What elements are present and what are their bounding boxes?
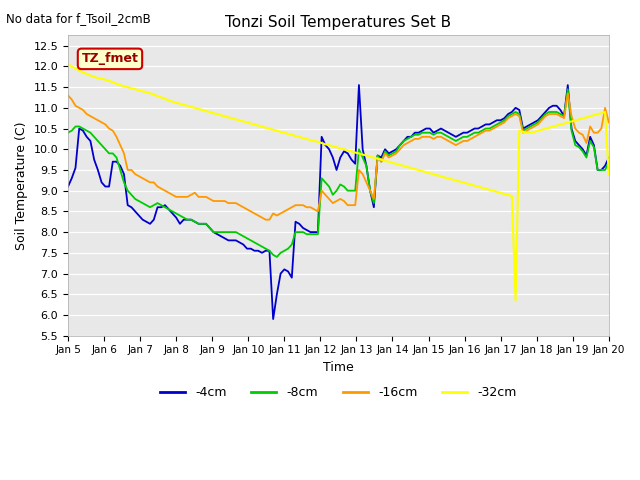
Y-axis label: Soil Temperature (C): Soil Temperature (C) xyxy=(15,121,28,250)
Text: TZ_fmet: TZ_fmet xyxy=(81,52,138,65)
Title: Tonzi Soil Temperatures Set B: Tonzi Soil Temperatures Set B xyxy=(225,15,451,30)
Legend: -4cm, -8cm, -16cm, -32cm: -4cm, -8cm, -16cm, -32cm xyxy=(155,382,522,405)
X-axis label: Time: Time xyxy=(323,361,354,374)
Text: No data for f_Tsoil_2cmB: No data for f_Tsoil_2cmB xyxy=(6,12,151,24)
